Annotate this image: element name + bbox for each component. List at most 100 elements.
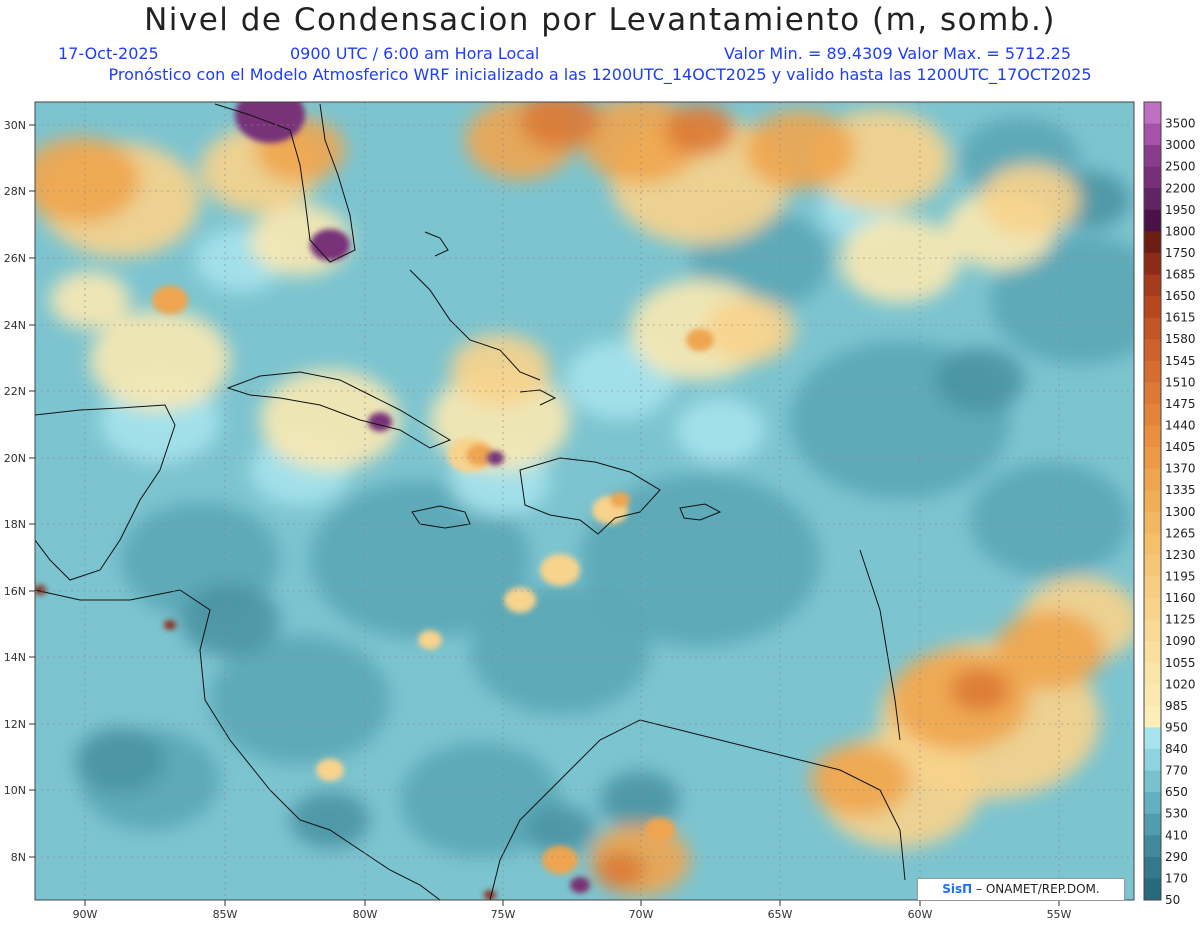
colorbar-swatch [1144,339,1161,362]
colorbar-label: 1020 [1165,677,1196,691]
y-tick-label: 30N [4,119,26,132]
colorbar-label: 770 [1165,764,1188,778]
y-tick-label: 24N [4,319,26,332]
colorbar-label: 3000 [1165,138,1196,152]
colorbar-swatch [1144,684,1161,707]
map-frame [34,101,1135,901]
colorbar-swatch [1144,274,1161,297]
colorbar-swatch [1144,641,1161,664]
colorbar-label: 1125 [1165,613,1196,627]
colorbar-swatch [1144,252,1161,276]
y-tick-label: 10N [4,784,26,797]
colorbar-label: 1370 [1165,462,1196,476]
y-tick-label: 22N [4,385,26,398]
colorbar-label: 1230 [1165,548,1196,562]
colorbar-swatch [1144,878,1161,901]
field-layer [35,102,1134,900]
colorbar-label: 840 [1165,742,1188,756]
y-tick-label: 16N [4,585,26,598]
colorbar-swatch [1144,662,1161,685]
colorbar: 3500 3000 2500 2200 1950 1800 1750 1685 1650 1615… [1143,101,1196,907]
colorbar-label: 1335 [1165,483,1196,497]
colorbar-label: 1405 [1165,440,1196,454]
colorbar-swatch [1144,598,1161,621]
colorbar-swatch [1144,468,1161,491]
y-tick-label: 28N [4,185,26,198]
credit-box: SisΠ – ONAMET/REP.DOM. [917,878,1125,901]
colorbar-label: 2500 [1165,160,1196,174]
colorbar-label: 1195 [1165,569,1196,583]
y-tick-label: 20N [4,452,26,465]
colorbar-label: 1265 [1165,526,1196,540]
y-tick-label: 12N [4,718,26,731]
x-tick-label: 75W [491,908,516,921]
y-tick-label: 8N [11,851,26,864]
colorbar-swatch [1144,727,1161,750]
colorbar-label: 650 [1165,785,1188,799]
forecast-date: 17-Oct-2025 [58,44,159,63]
colorbar-swatch [1144,382,1161,405]
colorbar-swatch [1144,511,1161,534]
colorbar-label: 985 [1165,699,1188,713]
model-info-line: Pronóstico con el Modelo Atmosferico WRF… [108,65,1092,84]
colorbar-label: 1800 [1165,224,1196,238]
colorbar-label: 1090 [1165,634,1196,648]
forecast-time: 0900 UTC / 6:00 am Hora Local [290,44,540,63]
colorbar-swatch [1144,705,1161,728]
graticule [35,102,1134,900]
colorbar-swatch [1144,576,1161,599]
colorbar-swatch [1144,490,1161,513]
colorbar-swatch [1144,296,1161,319]
colorbar-swatch [1144,231,1161,254]
colorbar-label: 530 [1165,807,1188,821]
colorbar-swatch [1144,145,1161,168]
y-tick-label: 14N [4,651,26,664]
colorbar-swatch [1144,425,1161,448]
colorbar-label: 1055 [1165,656,1196,670]
colorbar-label: 1545 [1165,354,1196,368]
colorbar-swatch [1144,749,1161,772]
colorbar-swatch [1144,188,1161,211]
colorbar-label: 1750 [1165,246,1196,260]
colorbar-swatch [1144,533,1161,556]
credit-text: – ONAMET/REP.DOM. [972,882,1100,896]
colorbar-label: 2200 [1165,181,1196,195]
colorbar-swatch [1144,317,1161,340]
colorbar-label: 950 [1165,720,1188,734]
brand-logo: SisΠ [942,882,973,896]
colorbar-swatch [1144,770,1161,793]
colorbar-swatch [1144,856,1161,879]
colorbar-label: 1685 [1165,268,1196,282]
colorbar-label: 290 [1165,850,1188,864]
colorbar-swatch [1144,835,1161,858]
colorbar-label: 1440 [1165,419,1196,433]
colorbar-swatch [1144,447,1161,470]
x-tick-label: 85W [213,908,238,921]
y-tick-label: 18N [4,518,26,531]
colorbar-swatch [1144,792,1161,815]
colorbar-label: 1160 [1165,591,1196,605]
coastlines [35,103,906,900]
colorbar-label: 1615 [1165,311,1196,325]
map-title: Nivel de Condensacion por Levantamiento … [144,2,1056,38]
colorbar-label: 1475 [1165,397,1196,411]
x-tick-label: 55W [1047,908,1072,921]
colorbar-label: 1510 [1165,375,1196,389]
colorbar-label: 1300 [1165,505,1196,519]
colorbar-swatch [1144,403,1161,427]
x-tick-label: 70W [629,908,654,921]
colorbar-swatch [1144,166,1161,189]
colorbar-label: 3500 [1165,117,1196,131]
y-tick-label: 26N [4,252,26,265]
colorbar-label: 170 [1165,871,1188,885]
colorbar-swatch [1144,123,1161,146]
x-tick-label: 80W [353,908,378,921]
min-max-values: Valor Min. = 89.4309 Valor Max. = 5712.2… [724,44,1072,63]
colorbar-swatch [1144,619,1161,642]
colorbar-label: 410 [1165,828,1188,842]
colorbar-label: 50 [1165,893,1180,907]
colorbar-label: 1650 [1165,289,1196,303]
colorbar-swatch [1144,360,1161,383]
x-tick-label: 65W [768,908,793,921]
